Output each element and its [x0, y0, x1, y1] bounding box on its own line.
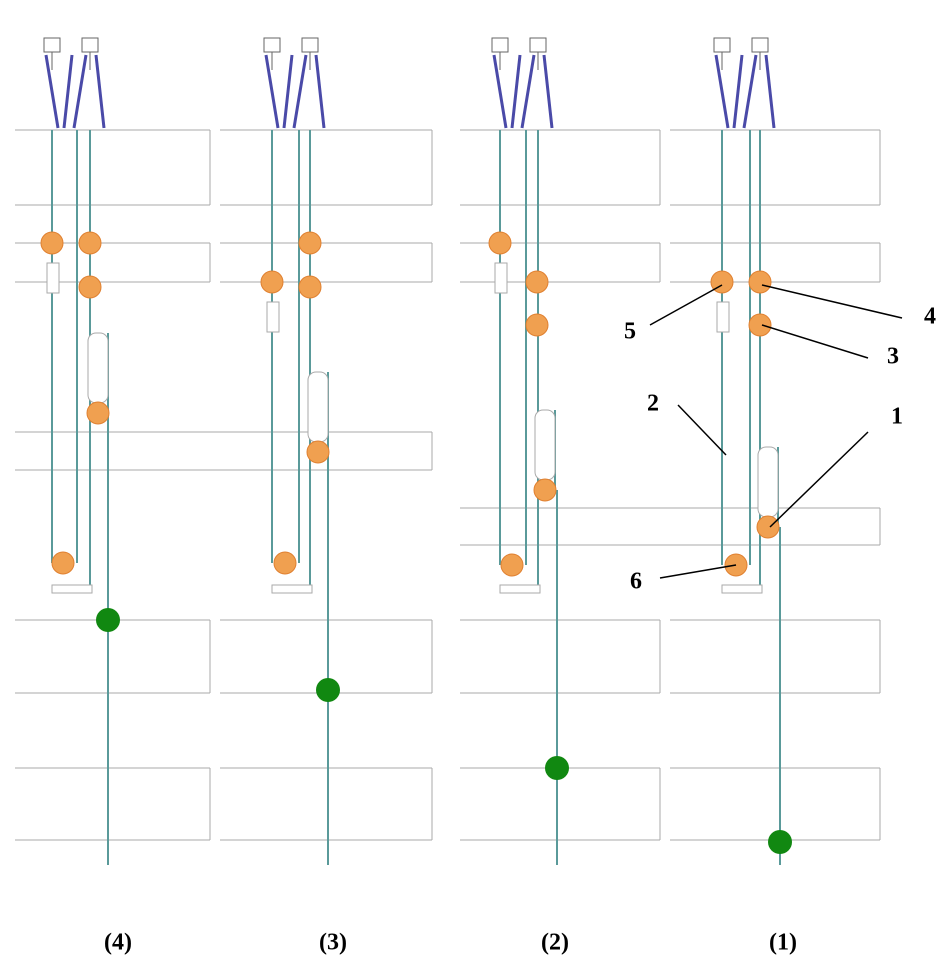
wire: [510, 54, 522, 129]
hook: [713, 37, 731, 53]
pulley: [525, 270, 549, 294]
pulley: [78, 231, 102, 255]
pulley: [306, 440, 330, 464]
leader-line: [761, 284, 903, 319]
leader-line: [649, 284, 723, 326]
pulley: [86, 401, 110, 425]
wire: [94, 54, 106, 129]
pulley: [273, 551, 297, 575]
block: [534, 409, 556, 481]
panel-label: (3): [319, 930, 347, 956]
wire: [314, 54, 326, 129]
callout-label: 5: [624, 319, 636, 345]
block: [494, 262, 508, 294]
block: [46, 262, 60, 294]
frame: [721, 584, 763, 594]
pulley: [525, 313, 549, 337]
hook: [81, 37, 99, 53]
pulley: [40, 231, 64, 255]
wire: [282, 54, 294, 129]
wire: [44, 54, 60, 129]
weight: [545, 756, 569, 780]
pulley: [748, 313, 772, 337]
panel-label: (2): [541, 930, 569, 956]
hook: [301, 37, 319, 53]
block: [266, 301, 280, 333]
pulley: [488, 231, 512, 255]
leader-line: [769, 431, 869, 528]
weight: [96, 608, 120, 632]
hook: [491, 37, 509, 53]
hook: [751, 37, 769, 53]
pulley: [51, 551, 75, 575]
pulley: [500, 553, 524, 577]
wire: [542, 54, 554, 129]
pulley: [756, 515, 780, 539]
wire: [742, 54, 758, 129]
leader-line: [761, 324, 869, 359]
pulley: [298, 231, 322, 255]
block: [307, 371, 329, 443]
frame: [271, 584, 313, 594]
callout-label: 4: [924, 304, 936, 330]
callout-label: 1: [891, 404, 903, 430]
wire: [492, 54, 508, 129]
callout-label: 2: [647, 391, 659, 417]
hook: [43, 37, 61, 53]
wire: [732, 54, 744, 129]
callout-label: 6: [630, 569, 642, 595]
callout-label: 3: [887, 344, 899, 370]
hook: [263, 37, 281, 53]
wire: [264, 54, 280, 129]
weight: [768, 830, 792, 854]
pulley: [748, 270, 772, 294]
pulley: [298, 275, 322, 299]
leader-line: [677, 404, 727, 456]
wire: [520, 54, 536, 129]
pulley: [260, 270, 284, 294]
frame: [499, 584, 541, 594]
leader-line: [659, 564, 737, 579]
weight: [316, 678, 340, 702]
block: [757, 446, 779, 518]
wire: [62, 54, 74, 129]
frame: [51, 584, 93, 594]
pulley: [533, 478, 557, 502]
wire: [714, 54, 730, 129]
wire: [72, 54, 88, 129]
pulley: [78, 275, 102, 299]
block: [716, 301, 730, 333]
wire: [292, 54, 308, 129]
wire: [764, 54, 776, 129]
panel-label: (1): [769, 930, 797, 956]
block: [87, 332, 109, 404]
panel-label: (4): [104, 930, 132, 956]
hook: [529, 37, 547, 53]
